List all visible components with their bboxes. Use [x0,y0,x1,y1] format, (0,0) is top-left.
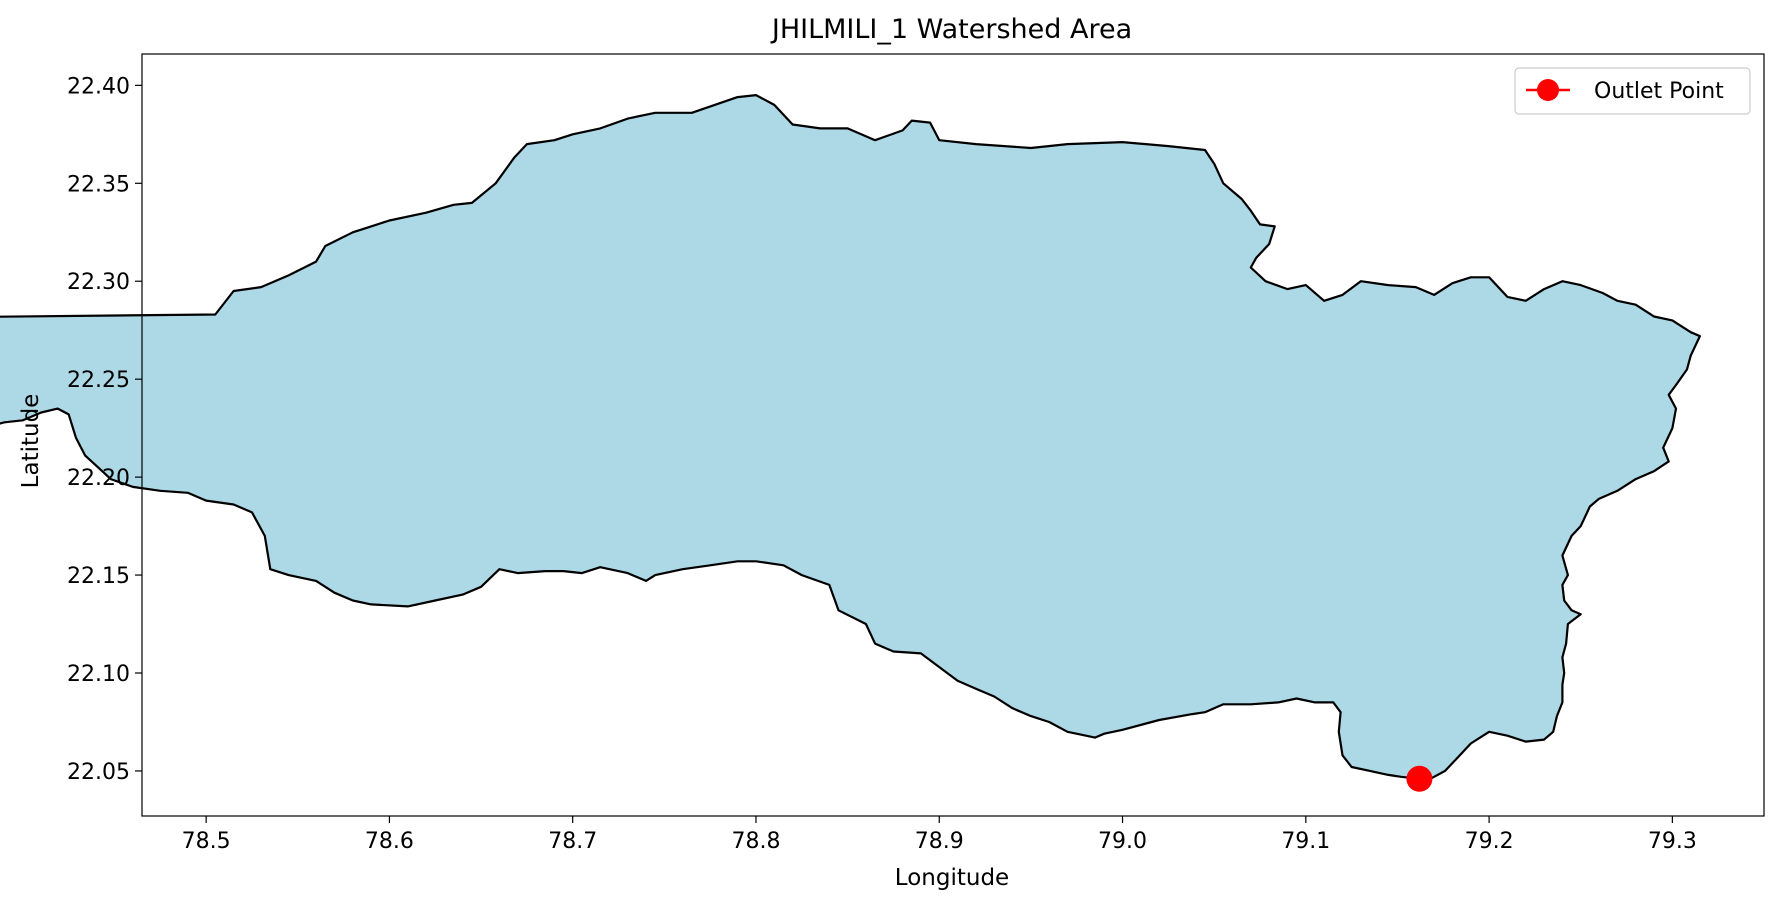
x-tick-label: 79.2 [1465,829,1514,854]
y-tick-label: 22.40 [67,74,130,99]
chart-title: JHILMILI_1 Watershed Area [770,14,1132,45]
x-tick-label: 78.8 [731,829,780,854]
x-tick-label: 78.5 [182,829,231,854]
y-tick-label: 22.20 [67,466,130,491]
x-tick-label: 78.9 [915,829,964,854]
y-tick-label: 22.35 [67,172,130,197]
y-tick-label: 22.05 [67,760,130,785]
legend-box [1514,67,1751,115]
y-axis-ticks: 22.05 22.10 22.15 22.20 22.25 22.30 22.35 22.40 [67,74,142,785]
y-tick-label: 22.10 [67,662,130,687]
x-axis-ticks: 78.5 78.6 78.7 78.8 78.9 79.0 79.1 79.2 79.3 [182,816,1697,854]
y-tick-label: 22.25 [67,368,130,393]
legend-marker-swatch [1537,79,1559,101]
watershed-polygon [0,94,1701,780]
outlet-point-marker [1406,765,1433,792]
x-tick-label: 78.7 [548,829,597,854]
x-tick-label: 78.6 [365,829,414,854]
y-axis-label: Latitude [18,394,44,489]
axes-frame [141,53,1765,817]
y-tick-label: 22.30 [67,270,130,295]
x-tick-label: 79.0 [1098,829,1147,854]
legend: Outlet Point [1514,67,1751,115]
y-tick-label: 22.15 [67,564,130,589]
plot-area [0,53,1765,817]
legend-entry-outlet-point: Outlet Point [1594,79,1724,104]
x-axis-label: Longitude [895,865,1009,891]
x-tick-label: 79.3 [1648,829,1697,854]
x-tick-label: 79.1 [1281,829,1330,854]
